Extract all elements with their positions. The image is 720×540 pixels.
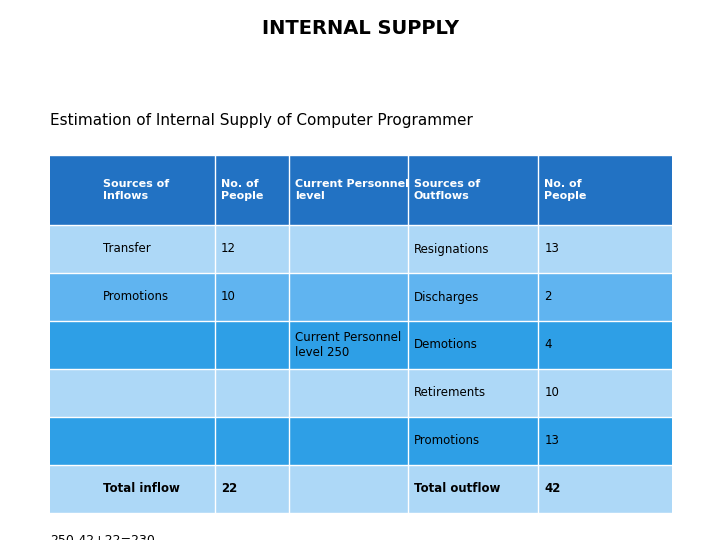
Text: No. of
People: No. of People	[544, 179, 587, 201]
Bar	[50, 369, 672, 417]
Text: Estimation of Internal Supply of Computer Programmer: Estimation of Internal Supply of Compute…	[50, 112, 473, 127]
Text: No. of
People: No. of People	[221, 179, 264, 201]
Text: Total outflow: Total outflow	[414, 483, 500, 496]
Text: Current Personnel
level 250: Current Personnel level 250	[295, 331, 402, 359]
Text: 4: 4	[544, 339, 552, 352]
Text: Sources of
Inflows: Sources of Inflows	[103, 179, 169, 201]
Text: INTERNAL SUPPLY: INTERNAL SUPPLY	[261, 18, 459, 37]
Text: 12: 12	[221, 242, 236, 255]
Text: Total inflow: Total inflow	[103, 483, 179, 496]
Text: 10: 10	[544, 387, 559, 400]
Text: 2: 2	[544, 291, 552, 303]
Bar	[50, 155, 672, 225]
Text: Promotions: Promotions	[103, 291, 168, 303]
Text: Discharges: Discharges	[414, 291, 479, 303]
Text: 42: 42	[544, 483, 561, 496]
Text: Transfer: Transfer	[103, 242, 150, 255]
Text: 10: 10	[221, 291, 235, 303]
Text: 22: 22	[221, 483, 237, 496]
Text: Sources of
Outflows: Sources of Outflows	[414, 179, 480, 201]
Bar	[50, 321, 672, 369]
Text: Resignations: Resignations	[414, 242, 489, 255]
Text: 250-42+22=230: 250-42+22=230	[50, 535, 155, 540]
Text: 13: 13	[544, 242, 559, 255]
Text: Retirements: Retirements	[414, 387, 486, 400]
Bar	[50, 225, 672, 273]
Text: Demotions: Demotions	[414, 339, 477, 352]
Text: Current Personnel
level: Current Personnel level	[295, 179, 410, 201]
Text: Promotions: Promotions	[414, 435, 480, 448]
Bar	[50, 465, 672, 513]
Bar	[50, 273, 672, 321]
Text: 13: 13	[544, 435, 559, 448]
Bar	[50, 417, 672, 465]
